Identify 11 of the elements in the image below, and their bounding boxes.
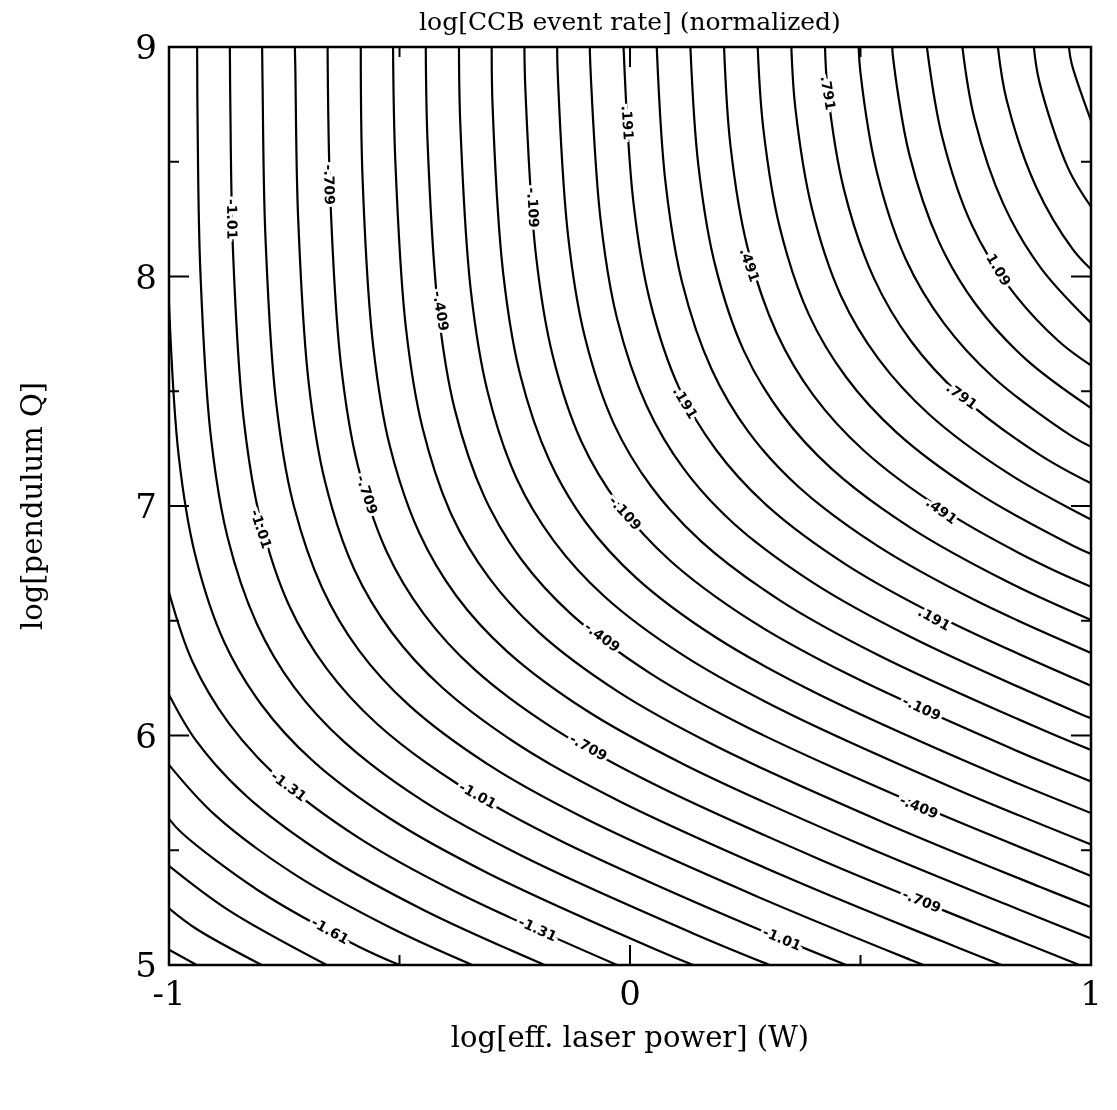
x-tick-label: 1 [1080, 973, 1102, 1013]
y-tick-label: 6 [135, 715, 157, 756]
annotation: .491 [923, 493, 961, 528]
y-tick-label: 9 [135, 27, 157, 67]
y-tick-label: 8 [135, 256, 157, 297]
x-axis-title: log[eff. laser power] (W) [450, 1020, 810, 1054]
y-axis-title: log[pendulum Q] [15, 381, 49, 631]
chart-title: log[CCB event rate] (normalized) [419, 7, 841, 36]
annotation: -1.01 [247, 507, 276, 551]
y-tick-label: 7 [135, 486, 157, 526]
x-tick-label: 0 [619, 973, 641, 1013]
